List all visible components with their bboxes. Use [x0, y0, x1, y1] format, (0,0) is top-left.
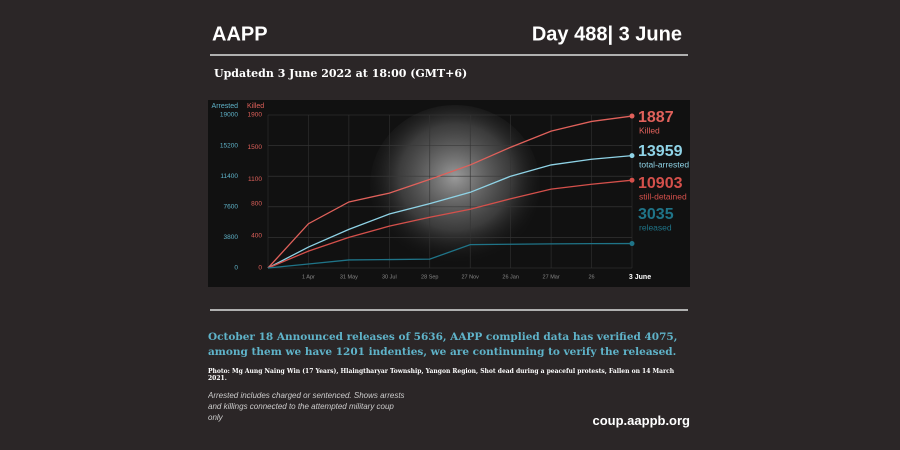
legend-label: released	[639, 222, 672, 232]
chart: Arrested Killed 0 3800 7600 11400 15200 19000 0 4…	[212, 103, 690, 281]
x-tick-label: 3 June	[629, 274, 651, 281]
photo	[370, 105, 540, 265]
y2-tick-label: 1500	[248, 144, 263, 151]
x-tick-label: 1 Apr	[302, 274, 315, 280]
y-axis-title: Arrested	[212, 103, 239, 110]
x-tick-label: 31 May	[340, 274, 358, 280]
end-value: 13959	[638, 143, 683, 160]
y2-tick-label: 400	[251, 233, 262, 240]
updated: Updatedn 3 June 2022 at 18:00 (GMT+6)	[214, 67, 467, 80]
legend-label: Killed	[639, 125, 660, 135]
y2-tick-label: 1100	[248, 176, 262, 183]
end-dot	[629, 177, 635, 183]
series-line	[267, 115, 633, 269]
header-title: AAPP	[212, 23, 268, 45]
legend-label: total-arrested	[639, 159, 689, 169]
series-line	[267, 154, 633, 269]
x-tick-label: 26	[588, 274, 594, 280]
releases-note: October 18 Announced releases of 5636, A…	[208, 331, 678, 358]
y2-tick-label: 1900	[248, 112, 263, 119]
y-tick-label: 19000	[220, 112, 238, 119]
x-tick-label: 30 Jul	[382, 274, 397, 280]
x-tick-label: 27 Mar	[543, 274, 560, 280]
end-value: 3035	[638, 206, 674, 223]
header-day: Day 488| 3 June	[532, 23, 682, 45]
end-dot	[629, 153, 635, 159]
photo-caption: Photo: Mg Aung Naing Win (17 Years), Hla…	[208, 368, 675, 382]
end-value: 10903	[638, 175, 683, 192]
end-dot	[629, 113, 635, 119]
x-tick-label: 28 Sep	[421, 274, 438, 280]
y-tick-label: 3800	[224, 234, 239, 241]
legend-label: still-detained	[639, 191, 687, 201]
y-tick-label: 11400	[220, 173, 238, 180]
url: coup.aappb.org	[592, 413, 691, 428]
x-tick-label: 26 Jan	[502, 274, 519, 280]
y2-tick-label: 800	[251, 200, 262, 207]
y2-axis-title: Killed	[247, 103, 264, 110]
notes-box: October 18 Announced releases of 5636, A…	[208, 331, 691, 428]
end-dot	[629, 241, 635, 247]
y2-tick-label: 0	[258, 265, 262, 272]
series-line	[267, 179, 633, 269]
footnote: Arrested includes charged or sentenced. …	[208, 391, 405, 422]
y-tick-label: 7600	[224, 204, 239, 211]
end-value: 1887	[638, 109, 674, 126]
y-tick-label: 15200	[220, 142, 238, 149]
series-line	[267, 242, 633, 269]
x-tick-label: 27 Nov	[462, 274, 480, 280]
y-tick-label: 0	[234, 265, 238, 272]
